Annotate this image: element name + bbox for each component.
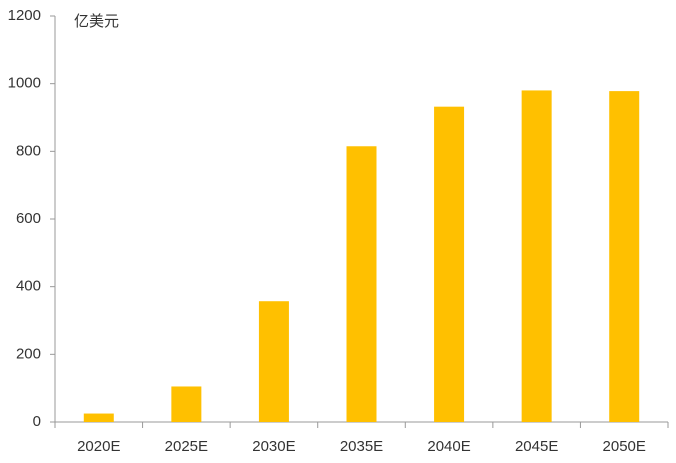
y-tick-label: 800 <box>16 142 41 159</box>
y-tick-label: 400 <box>16 278 41 295</box>
bar <box>609 91 640 423</box>
bar <box>521 90 552 422</box>
x-tick-label: 2045E <box>515 438 558 455</box>
bar <box>171 386 202 422</box>
y-tick-label: 1200 <box>8 7 41 24</box>
x-tick-label: 2035E <box>340 438 383 455</box>
y-tick-label: 600 <box>16 210 41 227</box>
bar <box>346 146 377 422</box>
bar <box>434 106 465 422</box>
unit-label: 亿美元 <box>74 12 119 30</box>
y-tick-label: 200 <box>16 345 41 362</box>
x-tick-label: 2030E <box>252 438 295 455</box>
x-tick-label: 2025E <box>165 438 208 455</box>
y-tick-label: 0 <box>33 413 41 430</box>
bar <box>83 413 114 422</box>
x-tick-label: 2050E <box>603 438 646 455</box>
x-tick-label: 2040E <box>427 438 470 455</box>
x-tick-label: 2020E <box>77 438 120 455</box>
y-tick-label: 1000 <box>8 75 41 92</box>
bar <box>258 301 289 422</box>
